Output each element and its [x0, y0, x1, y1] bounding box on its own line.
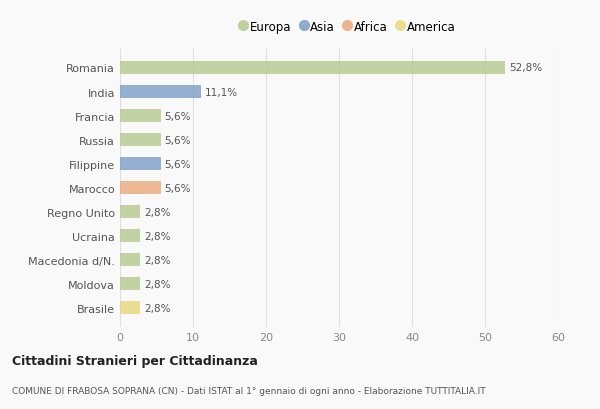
Legend: Europa, Asia, Africa, America: Europa, Asia, Africa, America — [236, 16, 460, 38]
Text: 5,6%: 5,6% — [164, 183, 191, 193]
Bar — [120, 62, 505, 75]
Bar — [120, 254, 140, 267]
Text: 2,8%: 2,8% — [144, 303, 170, 313]
Text: 2,8%: 2,8% — [144, 207, 170, 217]
Bar — [120, 182, 161, 195]
Text: 5,6%: 5,6% — [164, 159, 191, 169]
Text: 11,1%: 11,1% — [205, 87, 238, 97]
Text: 52,8%: 52,8% — [509, 63, 542, 73]
Text: 2,8%: 2,8% — [144, 279, 170, 289]
Text: 2,8%: 2,8% — [144, 231, 170, 241]
Bar — [120, 86, 201, 99]
Bar — [120, 301, 140, 315]
Text: COMUNE DI FRABOSA SOPRANA (CN) - Dati ISTAT al 1° gennaio di ogni anno - Elabora: COMUNE DI FRABOSA SOPRANA (CN) - Dati IS… — [12, 386, 485, 395]
Text: 5,6%: 5,6% — [164, 111, 191, 121]
Bar — [120, 229, 140, 243]
Bar — [120, 157, 161, 171]
Bar — [120, 134, 161, 147]
Bar — [120, 110, 161, 123]
Text: Cittadini Stranieri per Cittadinanza: Cittadini Stranieri per Cittadinanza — [12, 354, 258, 367]
Bar — [120, 205, 140, 219]
Text: 5,6%: 5,6% — [164, 135, 191, 145]
Text: 2,8%: 2,8% — [144, 255, 170, 265]
Bar — [120, 277, 140, 290]
